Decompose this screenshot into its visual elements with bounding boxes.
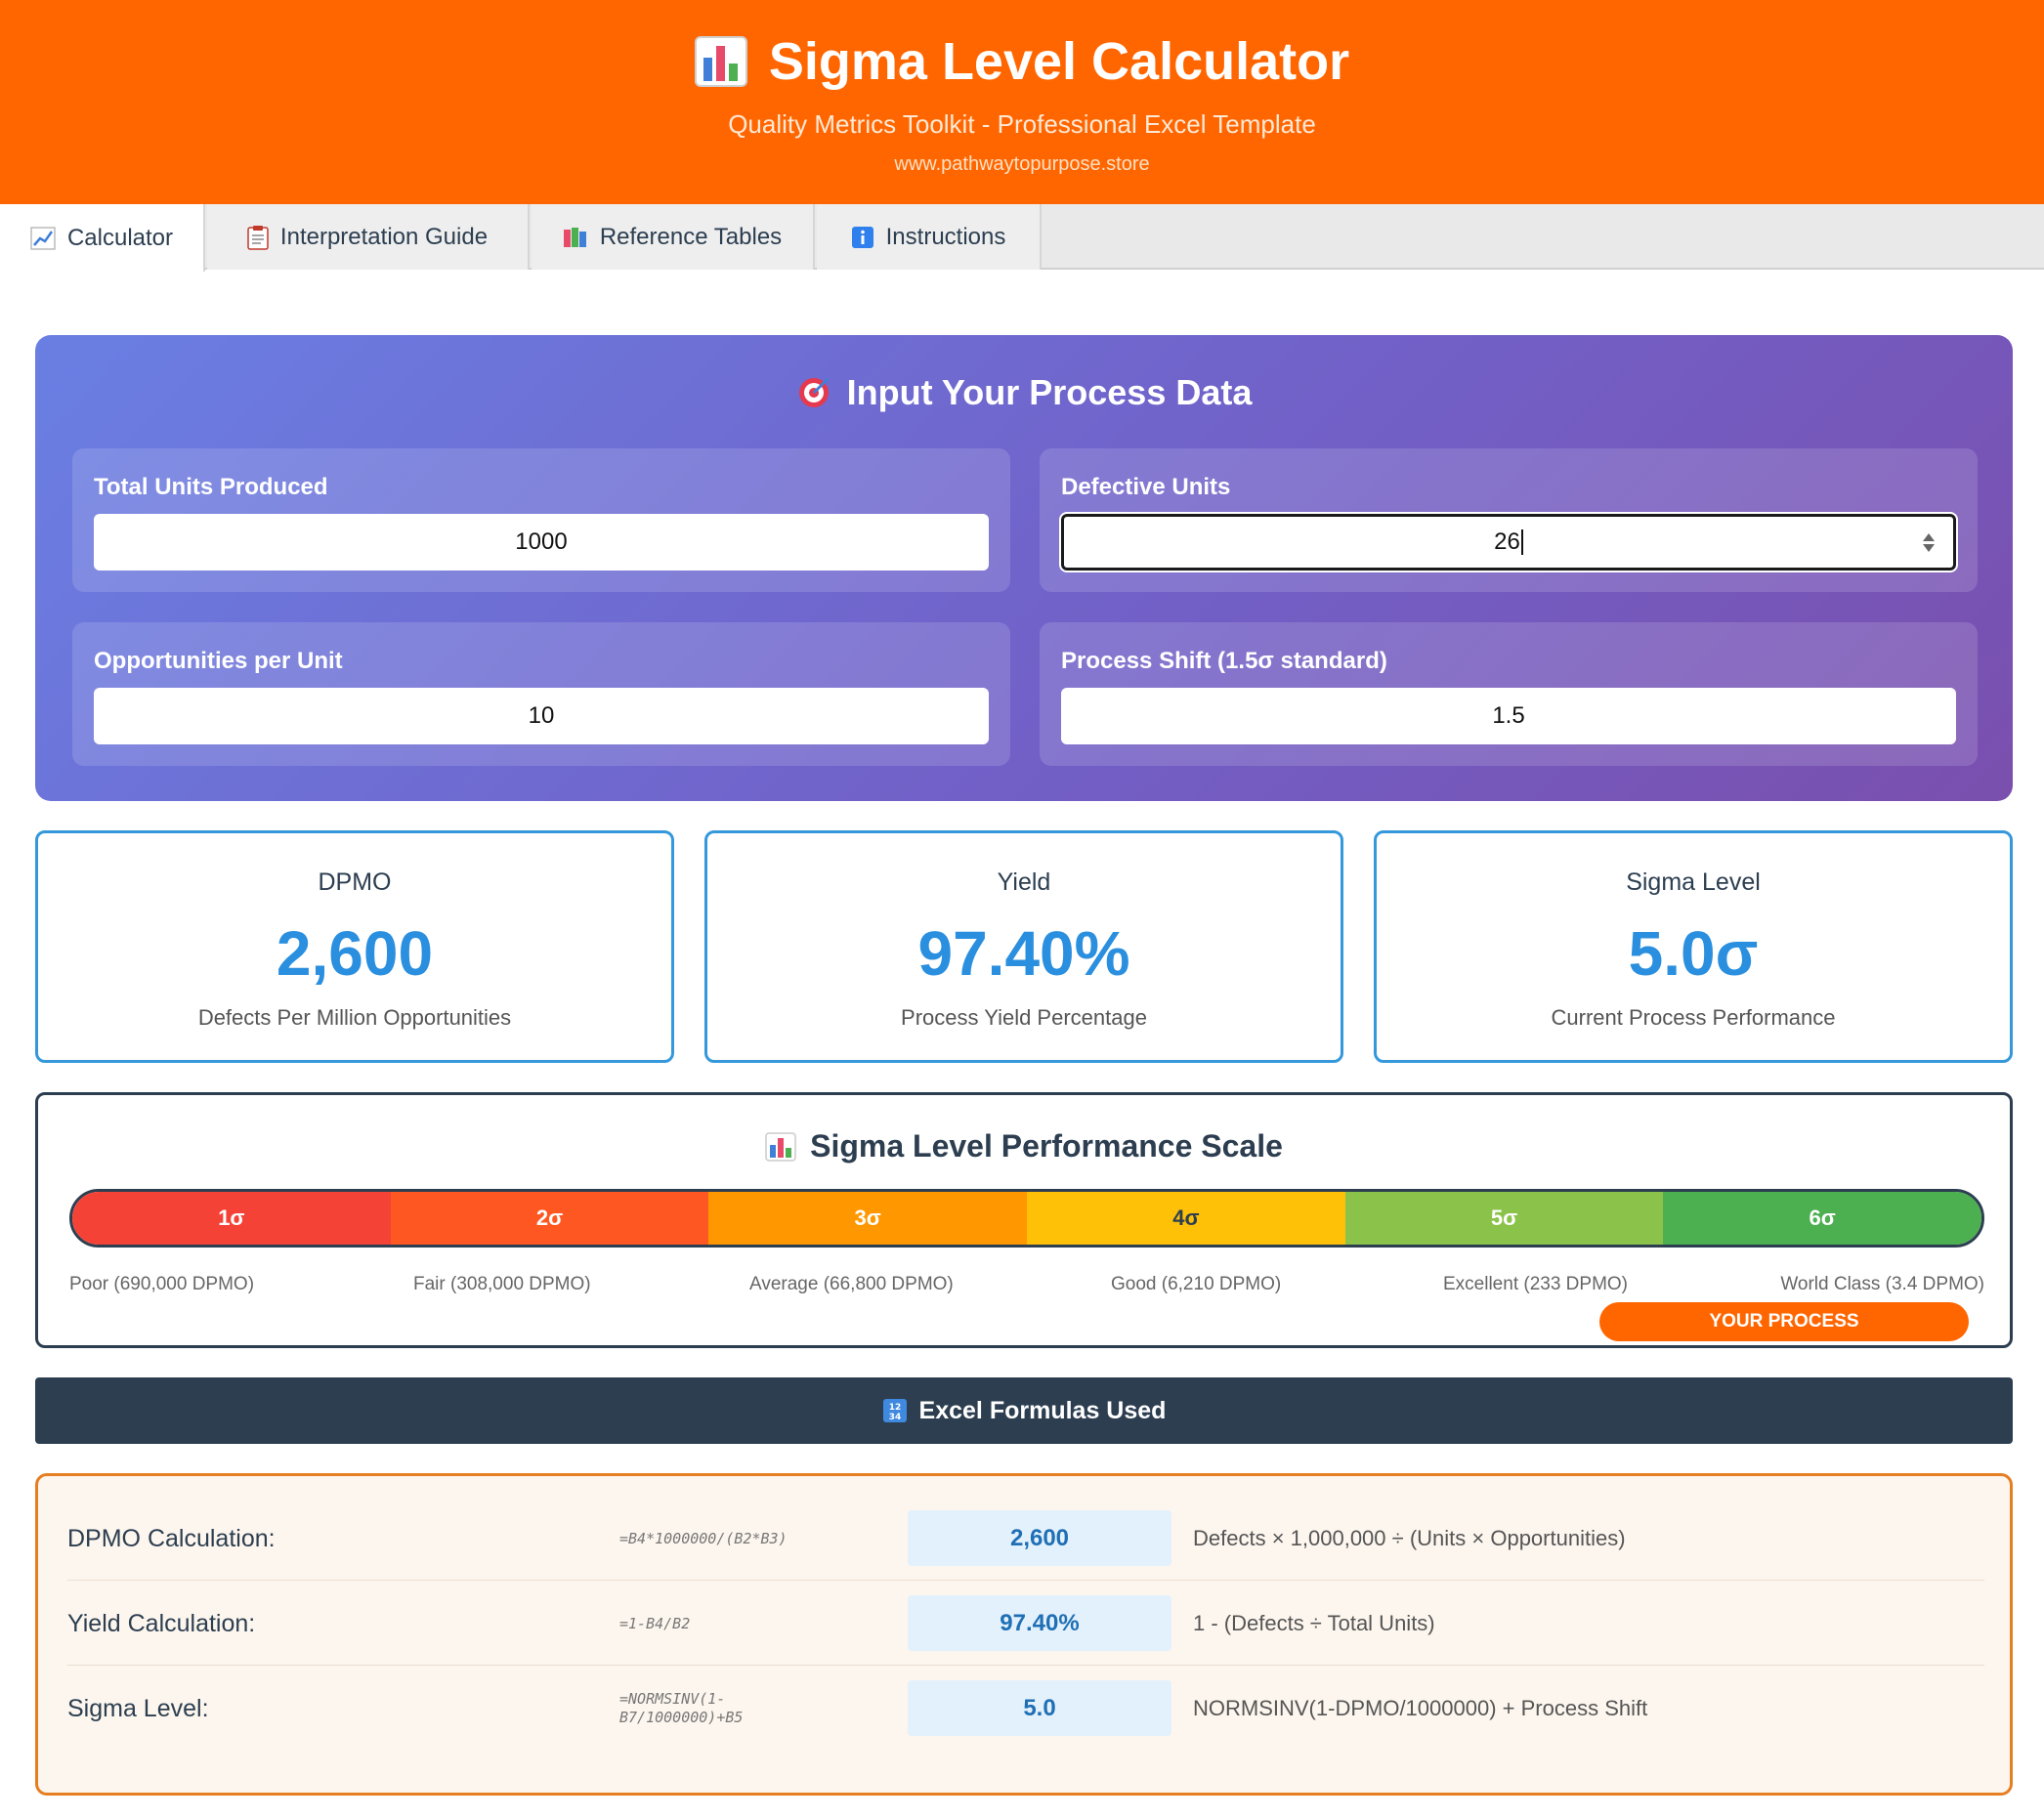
yield-card: Yield 97.40% Process Yield Percentage — [704, 830, 1343, 1063]
tab-calculator[interactable]: Calculator — [0, 204, 205, 272]
opportunities-input[interactable]: 10 — [94, 688, 989, 744]
dpmo-value: 2,600 — [276, 918, 434, 989]
scale-title-text: Sigma Level Performance Scale — [810, 1128, 1283, 1163]
scale-label: Fair (308,000 DPMO) — [413, 1274, 591, 1294]
scale-title: Sigma Level Performance Scale — [38, 1128, 2010, 1164]
clipboard-icon — [247, 225, 269, 250]
formulas-title: Excel Formulas Used — [918, 1396, 1167, 1424]
formula-description: 1 - (Defects ÷ Total Units) — [1193, 1611, 1435, 1635]
process-shift-field: Process Shift (1.5σ standard) 1.5 — [1040, 622, 1978, 766]
scale-segment-6: 6σ — [1663, 1192, 1981, 1245]
svg-text:34: 34 — [888, 1413, 901, 1422]
formula-label: DPMO Calculation: — [67, 1524, 276, 1552]
spin-down-icon[interactable] — [1923, 544, 1935, 552]
sigma-scale-bar: 1σ 2σ 3σ 4σ 5σ 6σ — [69, 1189, 1984, 1248]
scale-segment-5: 5σ — [1344, 1192, 1664, 1245]
bar-chart-icon — [694, 36, 747, 87]
tab-label: Reference Tables — [599, 223, 783, 250]
formula-text: =B4*1000000/(B2*B3) — [619, 1529, 788, 1547]
formula-text: =NORMSINV(1-B7/1000000)+B5 — [619, 1690, 744, 1726]
opportunities-field: Opportunities per Unit 10 — [72, 622, 1010, 766]
scale-segment-3: 3σ — [708, 1192, 1028, 1245]
formula-text: =1-B4/B2 — [619, 1614, 691, 1632]
tab-bar: Calculator Interpretation Guide Referenc… — [0, 204, 2044, 272]
page-title: Sigma Level Calculator — [0, 31, 2044, 92]
tab-label: Instructions — [885, 223, 1006, 250]
card-description: Current Process Performance — [1551, 1005, 1836, 1030]
field-label: Opportunities per Unit — [94, 648, 343, 674]
tab-interpretation-guide[interactable]: Interpretation Guide — [207, 204, 530, 270]
formula-description: Defects × 1,000,000 ÷ (Units × Opportuni… — [1193, 1526, 1626, 1550]
sigma-level-card: Sigma Level 5.0σ Current Process Perform… — [1374, 830, 2013, 1063]
scale-label: Excellent (233 DPMO) — [1443, 1274, 1629, 1294]
header-url[interactable]: www.pathwaytopurpose.store — [894, 153, 1150, 175]
scale-label: Good (6,210 DPMO) — [1111, 1274, 1282, 1294]
formula-row: Sigma Level: =NORMSINV(1-B7/1000000)+B5 … — [67, 1667, 1984, 1751]
formula-description: NORMSINV(1-DPMO/1000000) + Process Shift — [1193, 1696, 1648, 1720]
formula-value: 5.0 — [908, 1680, 1171, 1736]
formula-row: Yield Calculation: =1-B4/B2 97.40% 1 - (… — [67, 1582, 1984, 1666]
card-label: DPMO — [318, 868, 392, 896]
card-description: Defects Per Million Opportunities — [197, 1005, 512, 1030]
spin-up-icon[interactable] — [1923, 533, 1935, 541]
process-shift-input[interactable]: 1.5 — [1061, 688, 1956, 744]
sigma-level-value: 5.0σ — [1628, 918, 1759, 989]
input-panel: Input Your Process Data Total Units Prod… — [35, 335, 2013, 801]
scale-segment-2: 2σ — [390, 1192, 709, 1245]
number-spinner[interactable] — [1922, 530, 1936, 560]
formula-value: 2,600 — [908, 1510, 1171, 1566]
scale-segment-1: 1σ — [72, 1192, 391, 1245]
dpmo-card: DPMO 2,600 Defects Per Million Opportuni… — [35, 830, 674, 1063]
formulas-panel: DPMO Calculation: =B4*1000000/(B2*B3) 2,… — [35, 1473, 2013, 1796]
defective-units-value: 26 — [1494, 529, 1520, 555]
field-label: Defective Units — [1061, 474, 1231, 500]
scale-label: World Class (3.4 DPMO) — [1780, 1274, 1984, 1294]
bar-chart-icon — [765, 1131, 796, 1162]
books-icon — [563, 227, 586, 247]
target-icon — [798, 377, 829, 407]
input-panel-title: Input Your Process Data — [35, 372, 2013, 413]
title-text: Sigma Level Calculator — [768, 32, 1350, 91]
card-label: Yield — [997, 868, 1051, 896]
defective-units-input[interactable]: 26 — [1059, 512, 1958, 572]
formula-label: Sigma Level: — [67, 1694, 209, 1722]
svg-text:12: 12 — [888, 1403, 901, 1413]
chart-up-icon — [30, 226, 56, 250]
app-header: Sigma Level Calculator Quality Metrics T… — [0, 0, 2044, 204]
field-label: Process Shift (1.5σ standard) — [1061, 648, 1387, 674]
input-title-text: Input Your Process Data — [846, 372, 1253, 412]
card-label: Sigma Level — [1626, 868, 1761, 896]
tab-instructions[interactable]: Instructions — [817, 204, 1042, 270]
sigma-scale-panel: Sigma Level Performance Scale 1σ 2σ 3σ 4… — [35, 1092, 2013, 1348]
field-label: Total Units Produced — [94, 474, 328, 500]
text-cursor — [1520, 529, 1523, 555]
header-subtitle: Quality Metrics Toolkit - Professional E… — [728, 109, 1316, 139]
formulas-header: 12 34 Excel Formulas Used — [35, 1377, 2013, 1444]
total-units-field: Total Units Produced 1000 — [72, 448, 1010, 592]
card-description: Process Yield Percentage — [901, 1005, 1147, 1030]
formula-label: Yield Calculation: — [67, 1609, 256, 1637]
formula-value: 97.40% — [908, 1595, 1171, 1651]
defective-units-field: Defective Units 26 — [1040, 448, 1978, 592]
tab-label: Calculator — [66, 224, 174, 251]
total-units-input[interactable]: 1000 — [94, 514, 989, 571]
your-process-marker: YOUR PROCESS — [1599, 1302, 1969, 1341]
tab-reference-tables[interactable]: Reference Tables — [532, 204, 815, 270]
numbers-icon: 12 34 — [882, 1399, 907, 1422]
scale-label: Average (66,800 DPMO) — [749, 1274, 954, 1294]
yield-value: 97.40% — [917, 918, 1130, 989]
formula-row: DPMO Calculation: =B4*1000000/(B2*B3) 2,… — [67, 1497, 1984, 1581]
scale-labels: Poor (690,000 DPMO) Fair (308,000 DPMO) … — [69, 1274, 1984, 1299]
scale-segment-4: 4σ — [1027, 1192, 1345, 1245]
tab-label: Interpretation Guide — [279, 223, 489, 250]
scale-label: Poor (690,000 DPMO) — [69, 1274, 255, 1294]
info-icon — [851, 226, 873, 248]
